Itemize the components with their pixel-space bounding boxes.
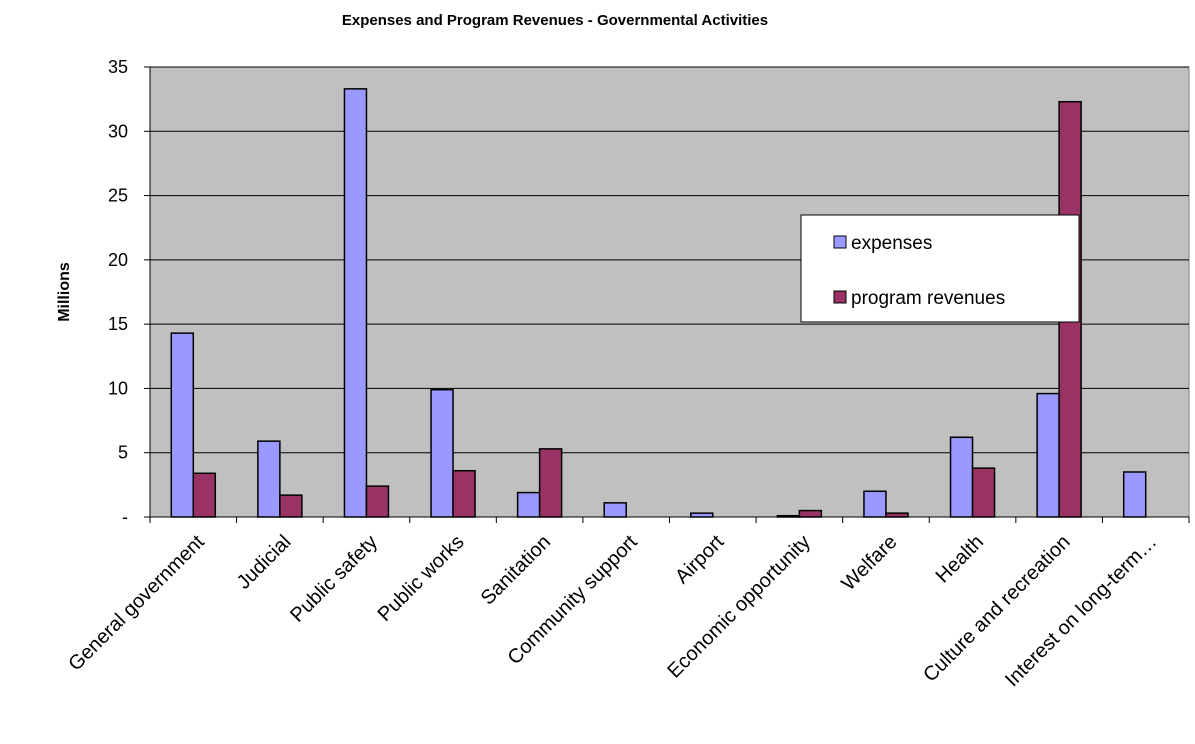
bar-program-revenues bbox=[971, 467, 996, 518]
bar-expenses bbox=[1036, 392, 1060, 518]
y-tick-label: 30 bbox=[108, 121, 128, 141]
legend-swatch bbox=[833, 235, 847, 249]
bar-program-revenues bbox=[452, 469, 476, 518]
bar-expenses bbox=[603, 502, 627, 518]
bar-expenses bbox=[257, 440, 281, 518]
x-category-label: Culture and recreation bbox=[919, 531, 1074, 686]
legend-label: program revenues bbox=[851, 288, 1005, 309]
bar-program-revenues bbox=[192, 472, 217, 518]
legend-swatch bbox=[833, 290, 847, 304]
x-category-label: Welfare bbox=[837, 531, 901, 595]
bar-program-revenues bbox=[279, 494, 303, 518]
gridlines bbox=[150, 66, 1189, 454]
y-tick-label: 15 bbox=[108, 314, 128, 334]
y-tick-labels: - 5 10 15 20 25 30 35 bbox=[108, 57, 128, 527]
bar-program-revenues bbox=[798, 509, 823, 518]
y-tick-label: - bbox=[122, 507, 128, 527]
chart-title: Expenses and Program Revenues - Governme… bbox=[342, 12, 768, 29]
legend-box bbox=[800, 214, 1080, 323]
bar-program-revenues bbox=[538, 448, 563, 518]
bar-expenses bbox=[690, 512, 714, 518]
bar-program-revenues bbox=[365, 485, 390, 518]
bar-expenses bbox=[516, 491, 541, 518]
bar-expenses bbox=[949, 436, 974, 518]
x-category-label: Public safety bbox=[286, 531, 382, 627]
legend: expenses program revenues bbox=[800, 214, 1080, 323]
bar-expenses bbox=[430, 388, 454, 518]
bar-expenses bbox=[343, 88, 368, 518]
y-tick-label: 10 bbox=[108, 378, 128, 398]
axes bbox=[144, 66, 1190, 523]
y-tick-label: 20 bbox=[108, 250, 128, 270]
bar-program-revenues bbox=[885, 512, 909, 518]
bar-expenses bbox=[1122, 471, 1147, 518]
x-category-label: General government bbox=[64, 531, 209, 676]
bar-expenses bbox=[863, 490, 887, 518]
x-category-label: Economic opportunity bbox=[663, 531, 815, 683]
bar-expenses bbox=[170, 332, 195, 518]
y-axis-label: Millions bbox=[56, 262, 73, 322]
legend-label: expenses bbox=[851, 233, 932, 254]
x-category-label: Airport bbox=[671, 531, 729, 589]
y-tick-label: 5 bbox=[118, 443, 128, 463]
x-category-label: Public works bbox=[374, 531, 469, 626]
x-category-label: Interest on long-term… bbox=[1001, 531, 1161, 691]
x-category-label: Judicial bbox=[233, 531, 296, 594]
x-category-label: Health bbox=[932, 531, 988, 587]
x-category-label: Sanitation bbox=[477, 531, 555, 609]
y-tick-label: 35 bbox=[108, 57, 128, 77]
y-tick-label: 25 bbox=[108, 186, 128, 206]
